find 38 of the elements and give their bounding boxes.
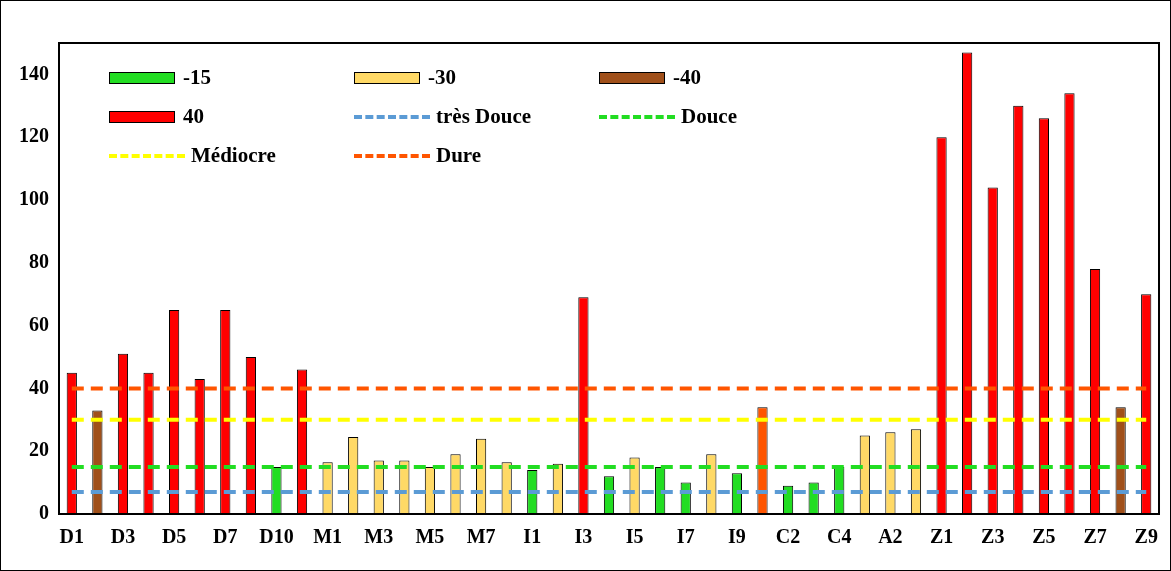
legend-label: -40 xyxy=(673,65,701,90)
y-tick-label: 0 xyxy=(39,501,49,524)
legend-label: très Douce xyxy=(436,104,532,129)
x-tick-label: Z7 xyxy=(1083,525,1107,548)
legend-label: Médiocre xyxy=(191,143,276,168)
y-tick-label: 20 xyxy=(29,438,49,461)
x-tick-label: D5 xyxy=(161,525,187,548)
legend-label: 40 xyxy=(183,104,204,129)
x-tick-label: M3 xyxy=(364,525,394,548)
x-tick-label: I3 xyxy=(574,525,593,548)
x-tick-label: D10 xyxy=(259,525,294,548)
x-tick-label: D3 xyxy=(110,525,136,548)
x-tick-label: I1 xyxy=(523,525,542,548)
x-tick-label: M1 xyxy=(313,525,343,548)
y-tick-label: 40 xyxy=(29,375,49,398)
legend-label: -30 xyxy=(428,65,456,90)
x-tick-label: I5 xyxy=(625,525,644,548)
legend-label: Dure xyxy=(436,143,482,168)
x-tick-label: C2 xyxy=(775,525,801,548)
y-tick-label: 140 xyxy=(19,61,49,84)
x-tick-label: M5 xyxy=(415,525,445,548)
x-tick-label: Z5 xyxy=(1032,525,1056,548)
legend-label: Douce xyxy=(681,104,737,129)
x-tick-label: C4 xyxy=(827,525,852,548)
x-tick-label: D7 xyxy=(213,525,238,548)
legend-label: -15 xyxy=(183,65,211,90)
x-tick-label: M7 xyxy=(466,525,496,548)
x-tick-label: I7 xyxy=(676,525,695,548)
y-tick-label: 100 xyxy=(19,187,49,210)
x-tick-label: A2 xyxy=(878,525,903,548)
x-tick-label: Z3 xyxy=(981,525,1005,548)
y-tick-label: 80 xyxy=(29,249,49,272)
x-tick-label: D1 xyxy=(59,525,85,548)
y-tick-label: 120 xyxy=(19,124,49,147)
x-tick-label: Z1 xyxy=(929,525,954,548)
x-tick-label: I9 xyxy=(728,525,746,548)
x-tick-label: Z9 xyxy=(1134,525,1158,548)
y-tick-label: 60 xyxy=(29,312,49,335)
